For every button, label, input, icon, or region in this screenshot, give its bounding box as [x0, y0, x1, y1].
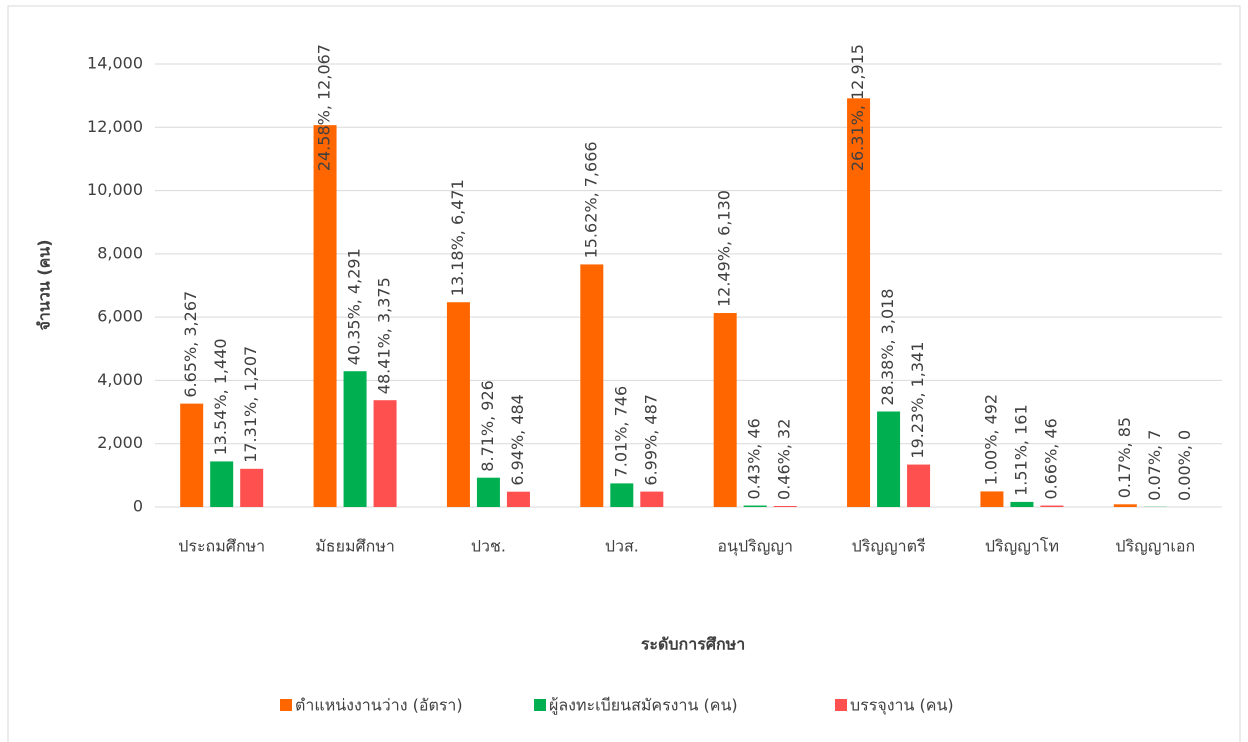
legend-label: ตำแหน่งงานว่าง (อัตรา)	[295, 696, 463, 715]
legend-swatch	[534, 699, 546, 711]
bar	[343, 371, 367, 507]
x-tick-label: อนุปริญญา	[717, 537, 793, 557]
data-label: 24.58%, 12,067	[315, 44, 334, 171]
y-tick-label: 0	[133, 497, 143, 516]
bar	[313, 125, 337, 507]
y-tick-label: 8,000	[97, 243, 143, 262]
x-tick-label: ประถมศึกษา	[178, 537, 265, 556]
data-label: 28.38%, 3,018	[878, 289, 897, 406]
y-axis-title: จำนวน (คน)	[35, 239, 54, 330]
data-label: 6.65%, 3,267	[181, 291, 200, 398]
data-label: 7.01%, 746	[611, 386, 630, 478]
data-label: 0.00%, 0	[1175, 430, 1194, 501]
bar	[773, 505, 797, 507]
bar	[180, 403, 204, 507]
bar	[907, 464, 931, 507]
x-tick-label: ปริญญาตรี	[852, 537, 926, 556]
data-label: 0.07%, 7	[1145, 430, 1164, 501]
bar	[980, 491, 1004, 507]
bar	[476, 477, 500, 507]
bar	[640, 491, 664, 507]
data-label: 6.94%, 484	[508, 394, 527, 486]
chart-border	[7, 5, 1241, 742]
data-label: 6.99%, 487	[641, 394, 660, 486]
bar	[743, 505, 767, 507]
data-label: 17.31%, 1,207	[241, 346, 260, 463]
bar	[610, 483, 634, 507]
y-tick-label: 14,000	[87, 54, 143, 73]
x-tick-label: ปวส.	[605, 537, 639, 556]
legend-swatch	[280, 699, 292, 711]
bar	[877, 411, 901, 507]
y-tick-label: 12,000	[87, 117, 143, 136]
x-tick-label: มัธยมศึกษา	[315, 537, 395, 556]
data-label: 8.71%, 926	[478, 380, 497, 472]
bar	[240, 468, 264, 507]
bar	[1040, 505, 1064, 507]
x-tick-label: ปริญญาโท	[985, 537, 1059, 556]
x-axis-title: ระดับการศึกษา	[641, 635, 745, 654]
bar	[446, 302, 470, 507]
data-label: 1.00%, 492	[981, 394, 1000, 486]
bar	[847, 98, 871, 508]
bar	[373, 400, 397, 507]
data-label: 48.41%, 3,375	[375, 277, 394, 394]
legend-label: ผู้ลงทะเบียนสมัครงาน (คน)	[549, 696, 738, 716]
legend-swatch	[835, 699, 847, 711]
legend-label: บรรจุงาน (คน)	[850, 696, 954, 716]
y-tick-label: 2,000	[97, 433, 143, 452]
data-label: 12.49%, 6,130	[715, 190, 734, 307]
data-label: 13.54%, 1,440	[211, 338, 230, 455]
data-label: 0.66%, 46	[1041, 418, 1060, 499]
data-label: 1.51%, 161	[1011, 404, 1030, 496]
data-label: 0.46%, 32	[775, 419, 794, 500]
data-label: 13.18%, 6,471	[448, 179, 467, 296]
data-label: 26.31%, 12,915	[848, 44, 867, 171]
data-label: 15.62%, 7,666	[581, 141, 600, 258]
x-tick-label: ปริญญาเอก	[1115, 537, 1195, 556]
bar	[713, 313, 737, 507]
bar	[1010, 501, 1034, 507]
bar	[210, 461, 234, 507]
data-label: 19.23%, 1,341	[908, 342, 927, 459]
data-label: 0.17%, 85	[1115, 417, 1134, 498]
data-label: 0.43%, 46	[745, 418, 764, 499]
bar	[1113, 504, 1137, 507]
bar	[506, 491, 530, 507]
y-tick-label: 10,000	[87, 180, 143, 199]
y-tick-label: 6,000	[97, 307, 143, 326]
data-label: 40.35%, 4,291	[345, 248, 364, 365]
y-tick-label: 4,000	[97, 370, 143, 389]
x-tick-label: ปวช.	[471, 537, 506, 556]
bar	[580, 264, 604, 507]
